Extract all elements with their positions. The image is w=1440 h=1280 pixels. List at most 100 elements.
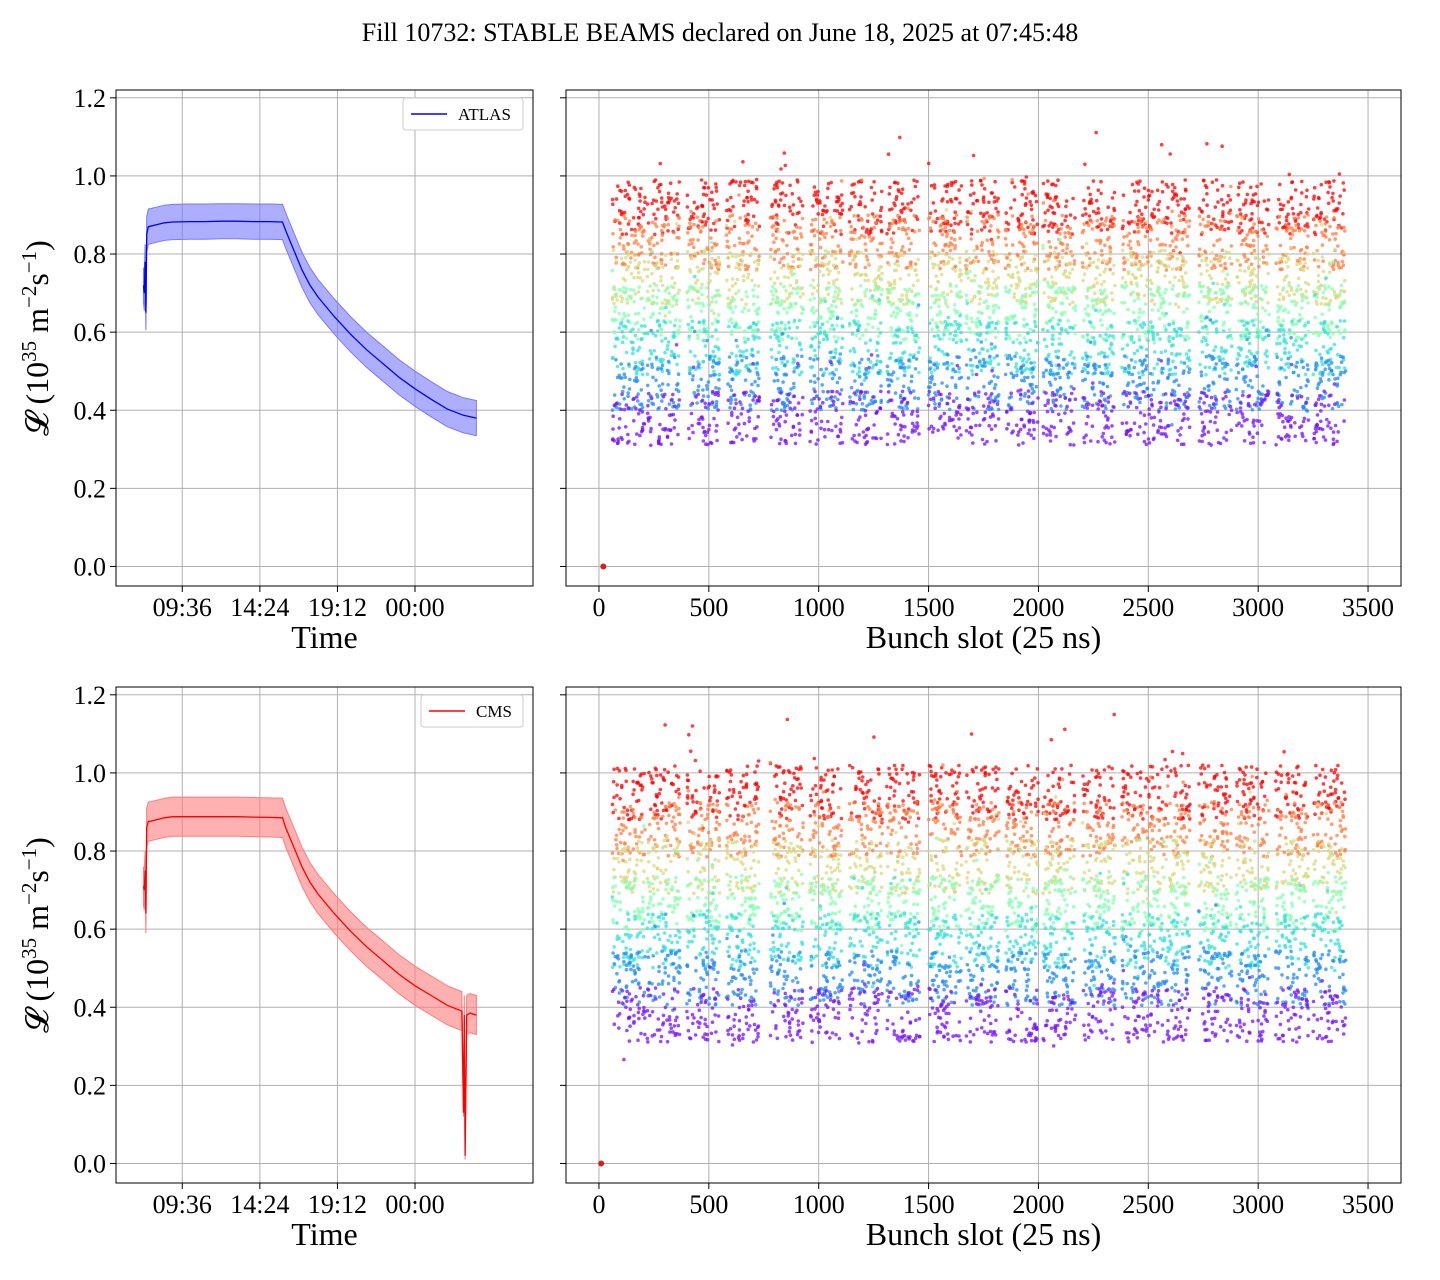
bunch-point xyxy=(1182,197,1187,201)
bunch-point xyxy=(701,439,706,443)
bunch-point xyxy=(1058,231,1062,236)
bunch-point xyxy=(996,213,1000,217)
bunch-point xyxy=(957,295,962,300)
bunch-point xyxy=(1215,300,1220,305)
bunch-point xyxy=(737,183,742,188)
bunch-point xyxy=(1129,246,1133,250)
bunch-point xyxy=(794,336,799,341)
bunch-point xyxy=(797,421,801,426)
bunch-point xyxy=(1034,284,1038,289)
bunch-point xyxy=(1198,362,1202,367)
bunch-point xyxy=(755,295,760,299)
bunch-point xyxy=(710,389,715,394)
bunch-point xyxy=(904,293,909,298)
bunch-point xyxy=(1164,401,1169,405)
bunch-point xyxy=(809,430,814,434)
bunch-point xyxy=(969,300,973,304)
bunch-point xyxy=(1068,262,1073,266)
bunch-point xyxy=(654,283,658,288)
bunch-point xyxy=(1220,361,1225,366)
bunch-point xyxy=(686,426,691,431)
bunch-point xyxy=(1066,318,1070,323)
bunch-point xyxy=(981,404,986,408)
bunch-point xyxy=(1127,231,1132,236)
bunch-point xyxy=(1200,439,1204,444)
bunch-point xyxy=(1164,268,1169,272)
bunch-point xyxy=(665,368,670,373)
bunch-point xyxy=(1138,358,1142,363)
bunch-point xyxy=(909,208,913,213)
x-tick-label: 3500 xyxy=(1342,593,1394,622)
bunch-point xyxy=(1264,349,1269,353)
bunch-point xyxy=(785,243,789,248)
bunch-point xyxy=(894,314,898,319)
bunch-point xyxy=(1207,384,1211,388)
bunch-point xyxy=(716,408,720,412)
bunch-point xyxy=(1228,211,1232,216)
bunch-point xyxy=(1011,316,1015,321)
bunch-point xyxy=(666,195,671,200)
bunch-point xyxy=(896,254,900,259)
bunch-point xyxy=(1149,320,1153,324)
bunch-point xyxy=(1151,332,1156,336)
bunch-point xyxy=(1096,439,1100,444)
bunch-point xyxy=(995,199,999,203)
bunch-point xyxy=(1260,306,1265,310)
bunch-point xyxy=(1143,234,1148,239)
bunch-point xyxy=(876,287,880,292)
bunch-point xyxy=(947,407,952,412)
bunch-point xyxy=(709,236,713,240)
bunch-point xyxy=(829,360,833,365)
bunch-point xyxy=(1086,414,1090,419)
bunch-point xyxy=(1185,364,1190,369)
bunch-point xyxy=(1081,278,1085,283)
bunch-point xyxy=(1003,285,1008,290)
bunch-point xyxy=(1137,242,1141,247)
bunch-point xyxy=(741,354,746,359)
bunch-point xyxy=(655,392,659,397)
bunch-point xyxy=(879,292,884,297)
bunch-point xyxy=(1029,286,1033,291)
bunch-point xyxy=(1152,415,1157,420)
bunch-point xyxy=(1073,304,1078,308)
bunch-point xyxy=(731,310,735,314)
bunch-point xyxy=(611,318,615,323)
bunch-point xyxy=(1243,201,1248,205)
bunch-point xyxy=(1132,230,1137,234)
bunch-point xyxy=(1149,264,1153,268)
bunch-point xyxy=(971,411,975,416)
bunch-point xyxy=(995,259,999,264)
bunch-point xyxy=(1152,341,1157,345)
bunch-point xyxy=(817,340,822,345)
bunch-point xyxy=(1071,326,1075,331)
bunch-point xyxy=(1081,265,1085,269)
bunch-point xyxy=(1266,301,1270,305)
bunch-point xyxy=(1165,257,1169,261)
bunch-point xyxy=(1103,414,1108,418)
bunch-point xyxy=(1148,278,1153,283)
bunch-point xyxy=(1083,377,1088,382)
bunch-point xyxy=(830,235,835,239)
bunch-point xyxy=(1015,367,1020,372)
bunch-point xyxy=(617,402,622,406)
bunch-point xyxy=(826,181,831,186)
bunch-point xyxy=(933,363,937,367)
bunch-point xyxy=(861,225,866,230)
bunch-point xyxy=(839,232,843,236)
bunch-point xyxy=(1175,257,1180,261)
bunch-point xyxy=(1257,264,1261,269)
bunch-point xyxy=(1007,317,1012,322)
bunch-point xyxy=(865,427,869,432)
bunch-point xyxy=(756,284,761,288)
bunch-point xyxy=(866,278,871,283)
bunch-point xyxy=(901,406,905,411)
bunch-point xyxy=(994,284,999,288)
legend-label: ATLAS xyxy=(458,105,511,124)
bunch-point xyxy=(1227,250,1232,255)
bunch-point xyxy=(1064,274,1069,279)
bunch-point xyxy=(953,319,958,324)
bunch-point xyxy=(986,360,990,365)
bunch-point xyxy=(1249,185,1253,190)
bunch-point xyxy=(1214,362,1218,366)
